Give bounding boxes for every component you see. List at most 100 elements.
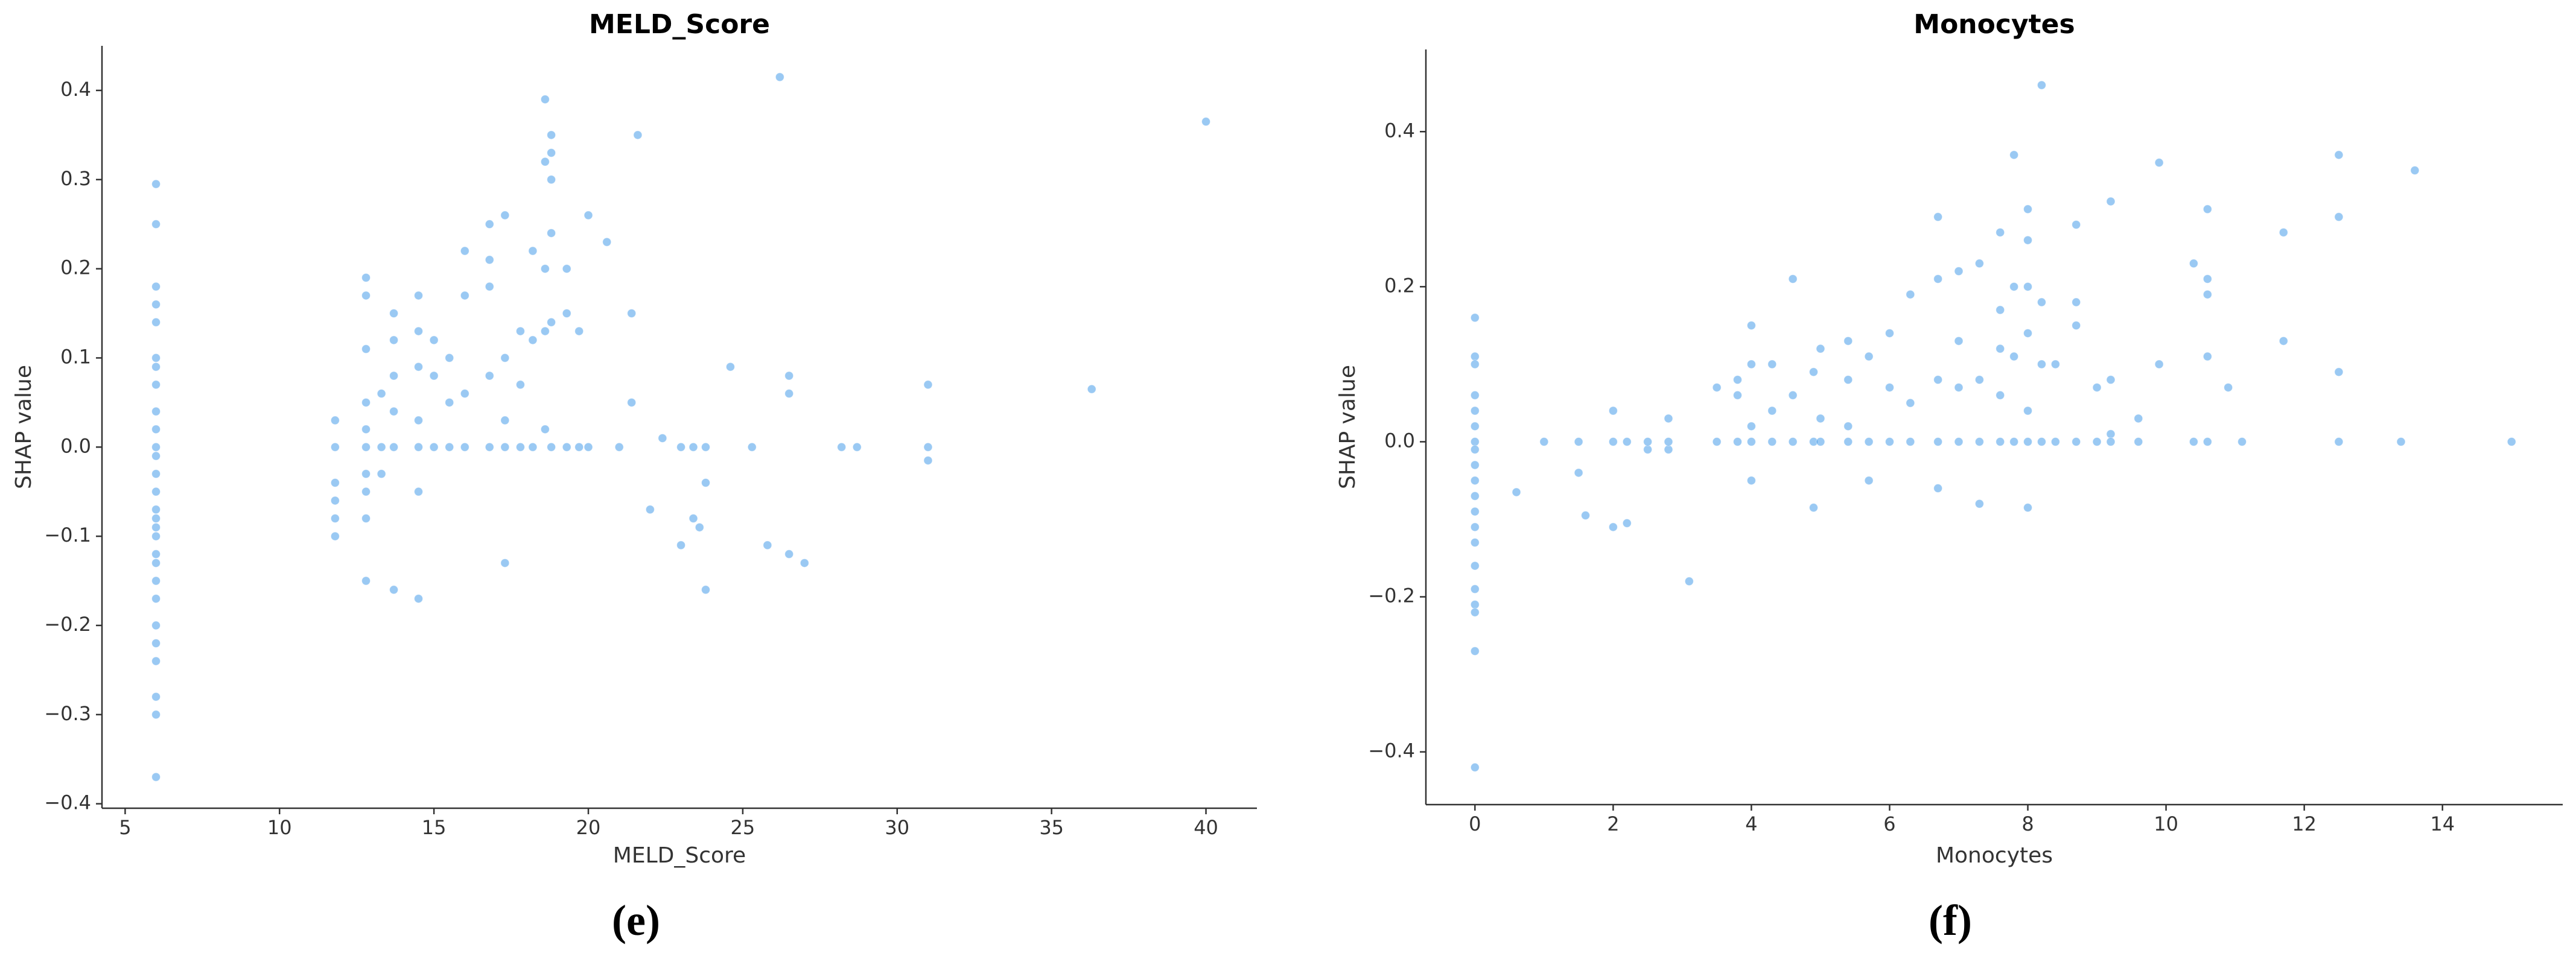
scatter-point <box>800 558 809 568</box>
scatter-point <box>151 621 161 630</box>
scatter-point <box>689 514 698 524</box>
scatter-point <box>1608 522 1618 532</box>
scatter-point <box>151 317 161 327</box>
scatter-point <box>445 397 454 407</box>
scatter-point <box>1643 437 1653 446</box>
scatter-point <box>602 237 612 247</box>
scatter-point <box>547 148 556 157</box>
scatter-point <box>151 772 161 782</box>
scatter-point <box>1843 422 1853 431</box>
scatter-point <box>1470 646 1480 656</box>
scatter-point <box>414 326 424 336</box>
scatter-point <box>361 487 371 496</box>
scatter-point <box>1746 422 1756 431</box>
scatter-point <box>429 442 439 452</box>
scatter-point <box>658 433 667 443</box>
scatter-point <box>1843 375 1853 385</box>
scatter-point <box>1954 437 1964 446</box>
scatter-point <box>837 442 847 452</box>
scatter-point <box>574 442 584 452</box>
scatter-point <box>540 425 550 434</box>
scatter-point <box>2202 274 2212 283</box>
scatter-point <box>389 371 399 381</box>
scatter-point <box>361 344 371 354</box>
scatter-point <box>1470 607 1480 617</box>
scatter-point <box>689 442 698 452</box>
scatter-point <box>1974 375 1984 385</box>
scatter-point <box>528 442 538 452</box>
scatter-point <box>2134 437 2143 446</box>
scatter-point <box>1954 382 1964 392</box>
scatter-point <box>361 425 371 434</box>
scatter-point <box>1470 352 1480 361</box>
scatter-point <box>1712 382 1722 392</box>
scatter-point <box>361 514 371 524</box>
scatter-point <box>2023 406 2033 416</box>
scatter-point <box>1816 414 1825 423</box>
figure-caption: (e) <box>612 896 660 945</box>
figure-caption: (f) <box>1929 896 1972 945</box>
scatter-point <box>676 442 686 452</box>
scatter-point <box>1816 437 1825 446</box>
scatter-point <box>547 175 556 185</box>
x-tick-label: 20 <box>576 816 601 839</box>
scatter-point <box>1884 437 1894 446</box>
scatter-point <box>151 656 161 666</box>
x-tick-label: 40 <box>1194 816 1218 839</box>
scatter-point <box>515 326 525 336</box>
scatter-point <box>562 264 571 274</box>
scatter-point <box>701 585 710 595</box>
scatter-point <box>485 371 494 381</box>
scatter-point <box>1574 437 1583 446</box>
scatter-point <box>2507 437 2516 446</box>
scatter-point <box>1087 384 1096 394</box>
scatter-point <box>1996 390 2005 400</box>
scatter-point <box>2009 437 2019 446</box>
scatter-point <box>361 469 371 479</box>
scatter-point <box>1664 437 1673 446</box>
scatter-point <box>485 282 494 291</box>
scatter-point <box>429 371 439 381</box>
scatter-point <box>540 264 550 274</box>
scatter-point <box>151 639 161 648</box>
scatter-point <box>460 442 469 452</box>
scatter-point <box>633 130 643 140</box>
scatter-point <box>330 514 340 524</box>
chart-title: MELD_Score <box>589 9 770 40</box>
scatter-point <box>389 442 399 452</box>
scatter-point <box>151 425 161 434</box>
scatter-point <box>2106 429 2116 439</box>
scatter-point <box>1733 375 1743 385</box>
scatter-point <box>361 273 371 282</box>
scatter-point <box>460 389 469 399</box>
scatter-point <box>852 442 862 452</box>
scatter-point <box>1843 437 1853 446</box>
scatter-point <box>614 442 624 452</box>
scatter-point <box>515 442 525 452</box>
scatter-point <box>701 478 710 487</box>
scatter-point <box>2154 158 2164 168</box>
scatter-point <box>627 309 637 318</box>
scatter-point <box>1906 398 1915 408</box>
scatter-point <box>151 442 161 452</box>
scatter-point <box>547 228 556 238</box>
scatter-point <box>2334 150 2344 160</box>
scatter-point <box>151 380 161 390</box>
scatter-point <box>389 309 399 318</box>
scatter-point <box>1581 511 1591 521</box>
y-tick-label: 0.0 <box>1384 429 1415 452</box>
x-tick-label: 14 <box>2430 812 2455 835</box>
scatter-point <box>1809 437 1819 446</box>
y-tick-label: 0.2 <box>60 256 91 279</box>
x-tick-label: 2 <box>1607 812 1619 835</box>
scatter-point <box>1470 390 1480 400</box>
scatter-point <box>151 514 161 524</box>
scatter-point <box>775 72 784 82</box>
scatter-point <box>500 353 510 362</box>
scatter-point <box>2072 297 2081 307</box>
scatter-point <box>2023 235 2033 245</box>
scatter-point <box>1643 445 1653 454</box>
scatter-point <box>485 255 494 265</box>
